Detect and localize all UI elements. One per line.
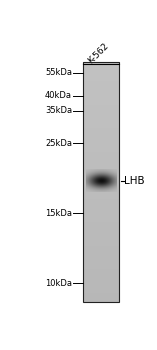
- Text: 15kDa: 15kDa: [45, 209, 72, 218]
- Text: 35kDa: 35kDa: [45, 106, 72, 115]
- Text: LHB: LHB: [124, 176, 145, 186]
- Text: 55kDa: 55kDa: [45, 69, 72, 77]
- Text: 25kDa: 25kDa: [45, 139, 72, 148]
- Text: 40kDa: 40kDa: [45, 91, 72, 100]
- Bar: [83, 62, 119, 302]
- Text: K-562: K-562: [86, 42, 110, 66]
- Text: 10kDa: 10kDa: [45, 279, 72, 288]
